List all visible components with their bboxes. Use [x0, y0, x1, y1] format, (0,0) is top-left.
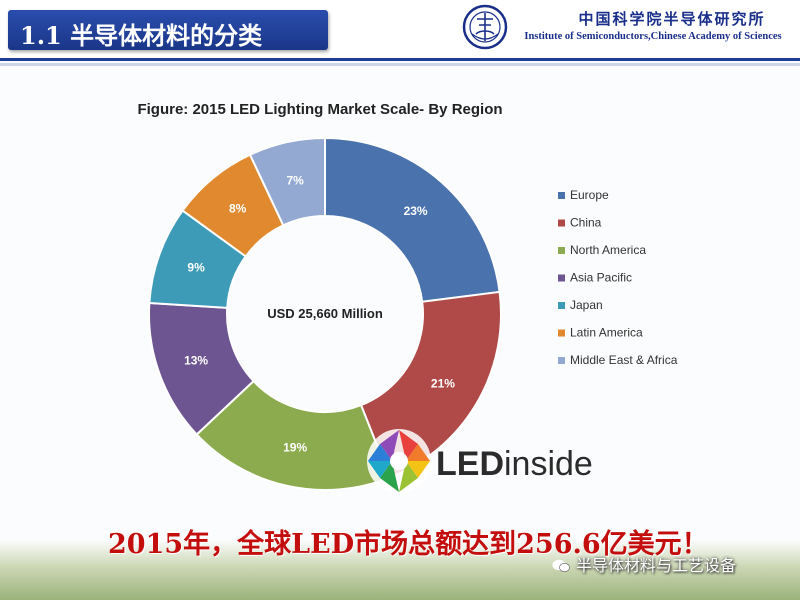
slice-label-6: 7%: [286, 173, 304, 187]
wechat-account: 半导体材料与工艺设备: [552, 552, 736, 576]
legend-label-1: China: [570, 216, 602, 230]
slice-label-1: 21%: [431, 377, 455, 391]
donut-slice-europe: [324, 136, 501, 303]
ledinside-watermark: LEDinside: [367, 429, 593, 493]
header: 1.1 半导体材料的分类 中国科学院半导体研究所 Institute of Se…: [0, 0, 800, 66]
institute-name-en: Institute of Semiconductors,Chinese Acad…: [524, 31, 782, 42]
slice-label-4: 9%: [187, 261, 205, 275]
chart-title: Figure: 2015 LED Lighting Market Scale- …: [137, 101, 502, 118]
legend-swatch-2: [558, 247, 565, 254]
legend-swatch-4: [558, 302, 565, 309]
slide-title: 1.1 半导体材料的分类: [20, 21, 263, 50]
wechat-account-label: 半导体材料与工艺设备: [576, 556, 737, 575]
legend-label-3: Asia Pacific: [570, 271, 632, 285]
slice-label-0: 23%: [404, 204, 428, 218]
legend-label-6: Middle East & Africa: [570, 353, 678, 367]
svg-text:LEDinside: LEDinside: [436, 445, 593, 483]
legend-swatch-5: [558, 329, 565, 337]
header-rule-secondary: [0, 63, 800, 66]
legend-swatch-6: [558, 357, 565, 364]
chart-center-label: USD 25,660 Million: [267, 306, 383, 321]
legend-label-2: North America: [570, 243, 646, 257]
watermark-brand-inside: inside: [504, 445, 593, 483]
legend-label-5: Latin America: [570, 326, 643, 340]
watermark-brand-led: LED: [436, 445, 504, 483]
slide-title-banner: 1.1 半导体材料的分类: [8, 10, 328, 50]
footer-landscape-band: [0, 540, 800, 600]
legend-label-0: Europe: [570, 188, 609, 202]
donut-chart: Figure: 2015 LED Lighting Market Scale- …: [137, 101, 678, 493]
institute-emblem-icon: [462, 4, 508, 50]
donut-slice-middle-east-africa: [248, 136, 326, 227]
legend-swatch-3: [558, 274, 565, 282]
slice-label-2: 19%: [283, 441, 307, 455]
ledinside-logo-icon: [367, 429, 431, 493]
wechat-icon: [552, 559, 570, 572]
summary-headline: 2015年，全球LED市场总额达到256.6亿美元！: [108, 529, 709, 560]
slice-label-3: 13%: [184, 353, 208, 367]
slice-label-5: 8%: [229, 201, 247, 215]
legend-swatch-0: [558, 192, 565, 199]
header-rule: [0, 58, 800, 61]
institute-name-cn: 中国科学院半导体研究所: [578, 10, 766, 28]
legend-label-4: Japan: [570, 298, 603, 312]
donut-slice-north-america: [195, 379, 392, 491]
legend-swatch-1: [558, 219, 565, 227]
